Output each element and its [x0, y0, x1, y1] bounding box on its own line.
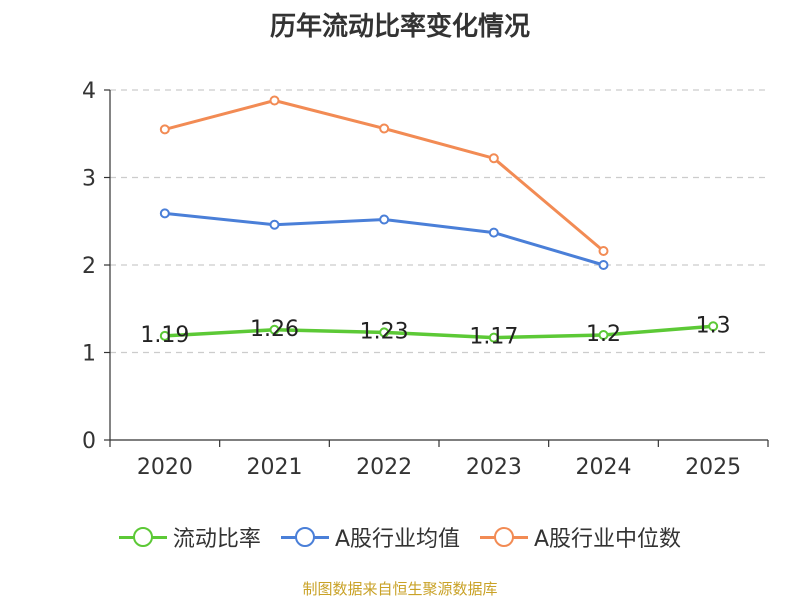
legend-item[interactable]: A股行业中位数 — [480, 521, 681, 553]
legend-label: A股行业均值 — [334, 527, 460, 552]
data-point — [598, 260, 609, 270]
data-point — [269, 324, 280, 335]
data-label: 1.3 — [696, 313, 731, 338]
data-point — [159, 330, 170, 341]
series-line-2 — [163, 99, 605, 253]
data-label: 1.2 — [586, 322, 621, 347]
x-tick-label: 2022 — [356, 455, 412, 480]
data-point — [379, 327, 390, 338]
data-point — [269, 219, 280, 230]
data-point — [708, 321, 719, 332]
source-note: 制图数据来自恒生聚源数据库 — [302, 580, 498, 598]
y-tick-label: 0 — [82, 429, 96, 454]
legend: 流动比率 A股行业均值 A股行业中位数 — [0, 520, 800, 554]
legend-swatch-icon — [118, 526, 167, 548]
x-tick-label: 2023 — [466, 455, 522, 480]
data-point — [159, 208, 170, 219]
data-point — [269, 95, 280, 106]
legend-item[interactable]: A股行业均值 — [280, 521, 460, 553]
x-tick-label: 2024 — [576, 455, 632, 480]
y-tick-label: 4 — [82, 79, 96, 104]
chart-title: 历年流动比率变化情况 — [269, 12, 530, 42]
x-tick-label: 2025 — [685, 455, 741, 480]
data-point — [379, 123, 390, 134]
data-label: 1.17 — [469, 325, 518, 350]
data-point — [379, 214, 390, 225]
y-tick-label: 3 — [82, 167, 96, 192]
data-point — [598, 330, 609, 340]
data-point — [488, 227, 499, 238]
legend-label: 流动比率 — [172, 527, 261, 552]
data-point — [488, 153, 499, 164]
legend-swatch-icon — [480, 526, 528, 548]
legend-swatch-icon — [280, 526, 329, 548]
data-label: 1.26 — [250, 317, 299, 342]
x-tick-label: 2020 — [137, 455, 193, 480]
data-point — [488, 332, 499, 343]
data-label: 1.19 — [140, 323, 189, 348]
y-tick-label: 2 — [82, 254, 96, 279]
legend-label: A股行业中位数 — [534, 527, 682, 552]
data-label: 1.23 — [360, 319, 409, 344]
legend-item[interactable]: 流动比率 — [118, 521, 261, 553]
series-line-0 — [163, 324, 715, 340]
x-tick-label: 2021 — [247, 455, 303, 480]
data-point — [159, 124, 170, 135]
y-tick-label: 1 — [82, 342, 96, 367]
data-point — [598, 246, 609, 256]
